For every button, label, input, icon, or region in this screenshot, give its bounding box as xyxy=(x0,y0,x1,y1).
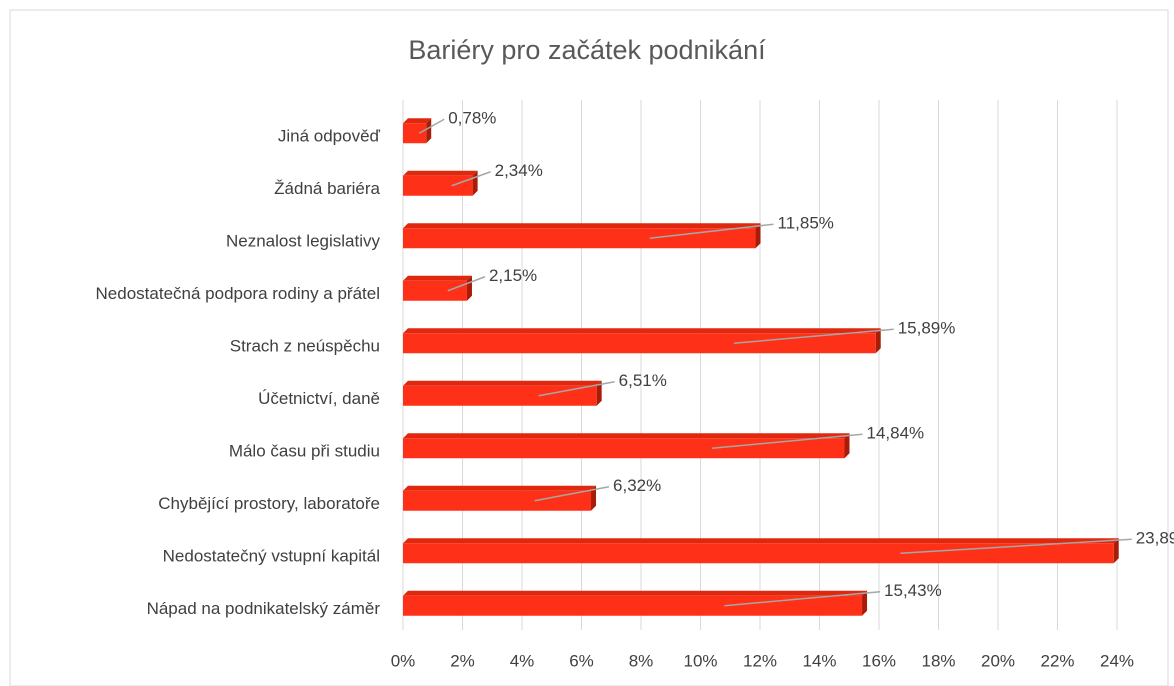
y-tick-label: Chybějící prostory, laboratoře xyxy=(158,494,380,513)
y-tick-label: Jiná odpověď xyxy=(278,127,381,146)
bar xyxy=(403,280,467,301)
y-tick-label: Strach z neúspěchu xyxy=(230,337,380,356)
x-tick-label: 24% xyxy=(1100,651,1134,670)
x-tick-label: 16% xyxy=(862,651,896,670)
y-tick-label: Nápad na podnikatelský záměr xyxy=(147,599,381,618)
value-label: 2,15% xyxy=(489,266,537,285)
leader-line xyxy=(534,486,610,502)
bar-top xyxy=(403,538,1119,544)
bar-side xyxy=(844,433,850,459)
leader-line xyxy=(900,538,1132,554)
x-tick-label: 2% xyxy=(450,651,475,670)
x-tick-label: 4% xyxy=(510,651,535,670)
value-label: 15,89% xyxy=(898,319,956,338)
leader-line xyxy=(724,591,881,607)
x-tick-label: 0% xyxy=(391,651,416,670)
bar-top xyxy=(403,380,602,386)
bar-top xyxy=(403,118,432,124)
value-label: 6,32% xyxy=(613,476,661,495)
bar-top xyxy=(403,485,597,491)
y-tick-label: Žádná bariéra xyxy=(274,179,380,198)
x-tick-label: 14% xyxy=(802,651,836,670)
bar-top xyxy=(403,590,868,596)
y-tick-label: Nedostatečný vstupní kapitál xyxy=(163,547,380,566)
value-label: 0,78% xyxy=(448,109,496,128)
leader-line xyxy=(418,118,445,134)
y-tick-label: Málo času při studiu xyxy=(229,442,380,461)
leader-line xyxy=(451,171,491,187)
leader-line xyxy=(711,433,863,449)
value-label: 2,34% xyxy=(495,161,543,180)
bar-side xyxy=(596,380,602,406)
leader-line xyxy=(538,381,615,397)
y-tick-label: Nedostatečná podpora rodiny a přátel xyxy=(96,284,380,303)
bar xyxy=(403,438,845,459)
x-tick-label: 18% xyxy=(921,651,955,670)
bar-top xyxy=(403,223,761,229)
leader-line xyxy=(649,223,774,239)
value-label: 11,85% xyxy=(778,214,834,233)
bar-side xyxy=(1113,538,1119,564)
y-tick-label: Neznalost legislativy xyxy=(226,232,381,251)
value-label: 6,51% xyxy=(619,371,667,390)
bar xyxy=(403,490,592,511)
x-tick-label: 12% xyxy=(743,651,777,670)
leader-line xyxy=(447,276,486,292)
bar xyxy=(403,228,756,249)
bar-top xyxy=(403,433,850,439)
value-label: 15,43% xyxy=(884,581,942,600)
x-tick-label: 22% xyxy=(1040,651,1074,670)
value-label: 23,89% xyxy=(1136,529,1174,548)
bar-side xyxy=(862,590,868,616)
bar xyxy=(403,385,597,406)
y-tick-label: Účetnictví, daně xyxy=(258,389,380,408)
bar xyxy=(403,123,427,144)
x-tick-label: 8% xyxy=(629,651,654,670)
chart-title: Bariéry pro začátek podnikání xyxy=(408,35,766,65)
bar xyxy=(403,543,1114,564)
bar-top xyxy=(403,328,881,334)
bar-side xyxy=(591,485,597,511)
bar-side xyxy=(755,223,761,249)
bar xyxy=(403,175,473,196)
bar-side xyxy=(426,118,432,144)
value-label: 14,84% xyxy=(866,424,924,443)
bar xyxy=(403,333,876,354)
bar xyxy=(403,595,863,616)
bar-top xyxy=(403,275,472,281)
bar-top xyxy=(403,170,478,176)
bar-side xyxy=(875,328,881,354)
x-tick-label: 20% xyxy=(981,651,1015,670)
x-tick-label: 10% xyxy=(683,651,717,670)
x-tick-label: 6% xyxy=(569,651,594,670)
leader-line xyxy=(733,328,894,344)
